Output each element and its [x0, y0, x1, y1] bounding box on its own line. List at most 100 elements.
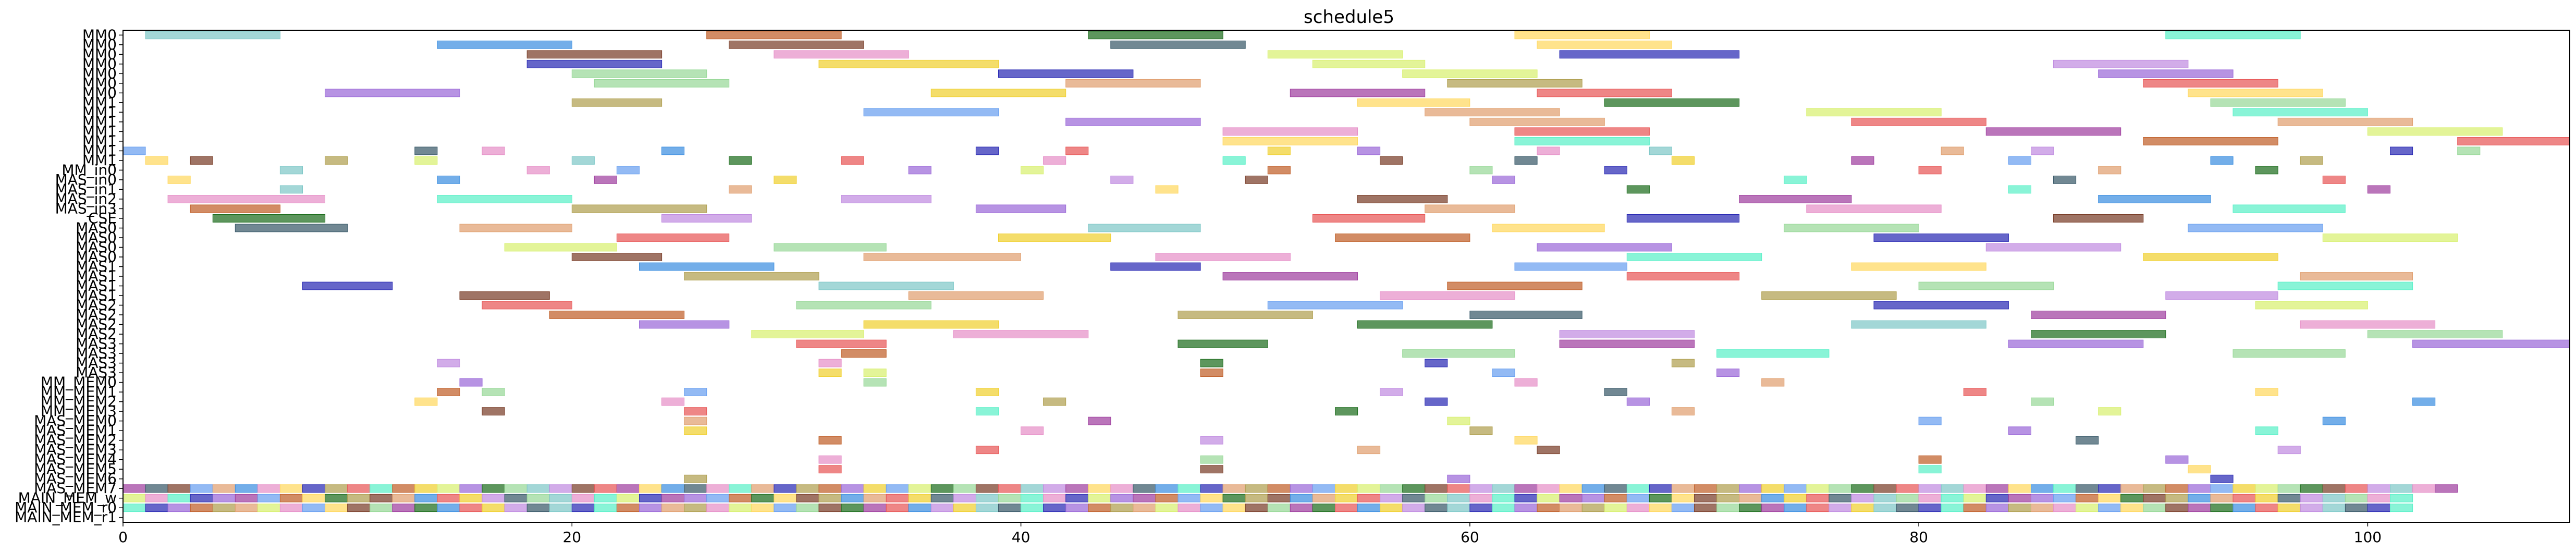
task-bar: [1941, 494, 1964, 502]
task-bar: [1021, 494, 1044, 502]
task-bar: [1200, 465, 1223, 474]
task-bar: [1873, 234, 2009, 242]
task-bar: [571, 98, 663, 107]
task-bar: [1806, 204, 1942, 213]
task-bar: [2098, 407, 2121, 416]
task-bar: [2300, 320, 2436, 329]
task-bar: [1402, 494, 1426, 502]
task-bar: [1222, 156, 1246, 165]
task-bar: [886, 494, 909, 502]
task-bar: [818, 436, 842, 445]
task-bar: [2412, 484, 2436, 493]
task-bar: [414, 156, 438, 165]
y-tick-label: MM_MEM3: [41, 402, 117, 420]
task-bar: [1941, 504, 1964, 512]
task-bar: [1402, 349, 1515, 358]
task-bar: [1155, 504, 1179, 512]
task-bar: [2232, 108, 2368, 117]
task-bar: [1626, 253, 1762, 261]
y-tick-label: MAS2: [76, 297, 117, 314]
task-bar: [482, 494, 505, 502]
task-bar: [1312, 59, 1426, 68]
task-bar: [1065, 494, 1089, 502]
task-bar: [684, 474, 707, 483]
y-tick-label: MAS3: [76, 364, 117, 381]
task-bar: [2210, 98, 2346, 107]
task-bar: [1357, 146, 1381, 155]
task-bar: [1761, 494, 1785, 502]
task-bar: [2031, 397, 2054, 406]
y-tick-label: MAS_MEM1: [34, 422, 117, 439]
task-bar: [2277, 117, 2413, 126]
task-bar: [1851, 504, 1874, 512]
task-bar: [1425, 504, 1448, 512]
task-bar: [2188, 465, 2211, 474]
task-bar: [1761, 484, 1785, 493]
task-bar: [571, 253, 663, 261]
task-bar: [1671, 494, 1695, 502]
task-bar: [1514, 436, 1538, 445]
task-bar: [2188, 484, 2211, 493]
task-bar: [414, 494, 438, 502]
task-bar: [1357, 320, 1493, 329]
y-tick-label: MAS0: [76, 248, 117, 265]
task-bar: [1626, 504, 1650, 512]
y-tick-label: MAIN_MEM_r1: [15, 509, 117, 526]
task-bar: [504, 484, 528, 493]
task-bar: [2367, 484, 2390, 493]
task-bar: [325, 494, 348, 502]
task-bar: [2390, 494, 2413, 502]
task-bar: [1784, 494, 1807, 502]
task-bar: [2232, 504, 2256, 512]
task-bar: [370, 504, 393, 512]
task-bar: [414, 146, 438, 155]
task-bar: [2322, 176, 2346, 184]
task-bar: [774, 484, 797, 493]
task-bar: [1469, 504, 1493, 512]
task-bar: [122, 504, 146, 512]
task-bar: [279, 484, 303, 493]
task-bar: [526, 166, 550, 175]
task-bar: [1671, 359, 1695, 367]
task-bar: [661, 484, 685, 493]
task-bar: [1425, 108, 1560, 117]
task-bar: [2165, 484, 2189, 493]
task-bar: [1267, 301, 1403, 310]
task-bar: [1514, 156, 1538, 165]
task-bar: [1380, 291, 1515, 300]
task-bar: [145, 31, 280, 40]
task-bar: [1200, 369, 1223, 377]
task-bar: [1492, 484, 1515, 493]
task-bar: [818, 494, 842, 502]
task-bar: [953, 330, 1089, 339]
task-bar: [751, 504, 775, 512]
task-bar: [684, 484, 707, 493]
task-bar: [2255, 301, 2368, 310]
task-bar: [706, 484, 730, 493]
task-bar: [1537, 146, 1560, 155]
task-bar: [212, 504, 236, 512]
task-bar: [796, 339, 887, 348]
y-tick-label: MAS_in1: [55, 180, 117, 198]
task-bar: [1177, 484, 1201, 493]
task-bar: [1380, 388, 1403, 397]
task-bar: [1851, 117, 1986, 126]
y-tick-label: MM0: [82, 55, 117, 72]
task-bar: [2098, 494, 2121, 502]
y-tick-label: MAS_MEM3: [34, 441, 117, 458]
task-bar: [975, 407, 999, 416]
task-bar: [975, 446, 999, 455]
task-bar: [279, 504, 303, 512]
task-bar: [1626, 272, 1740, 280]
task-bar: [2188, 494, 2211, 502]
task-bar: [1245, 176, 1268, 184]
task-bar: [1985, 494, 2009, 502]
task-bar: [751, 330, 864, 339]
task-bar: [639, 484, 663, 493]
task-bar: [661, 214, 752, 223]
task-bar: [1492, 504, 1515, 512]
task-bar: [729, 494, 752, 502]
task-bar: [1402, 484, 1426, 493]
x-tick-labels: 0 20 40 60 80 100: [118, 522, 2382, 546]
task-bar: [1447, 474, 1470, 483]
